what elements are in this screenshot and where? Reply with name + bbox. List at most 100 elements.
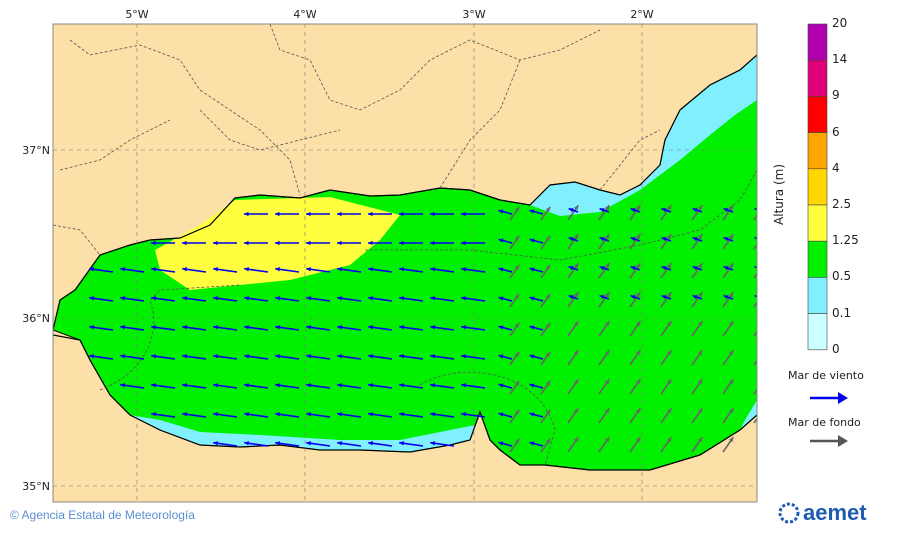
zone-0.1-0.5-north-east	[530, 55, 757, 216]
arrowhead	[666, 234, 672, 240]
arrowhead	[399, 354, 404, 359]
arrowhead	[306, 412, 311, 417]
arrowhead	[244, 441, 249, 446]
arrowhead	[337, 325, 342, 330]
arrowhead	[120, 383, 125, 388]
arrowhead	[723, 295, 729, 300]
arrowhead	[461, 412, 466, 417]
swell-arrow	[753, 330, 757, 337]
lon-tick: 3°W	[462, 8, 485, 21]
arrowhead	[697, 437, 703, 443]
arrowhead	[666, 292, 672, 298]
color-scale-segment	[807, 168, 828, 206]
color-scale-segment	[807, 204, 828, 242]
arrowhead	[461, 383, 466, 388]
arrowhead	[697, 263, 703, 269]
arrowhead	[568, 266, 574, 271]
arrowhead	[213, 296, 218, 301]
arrowhead	[545, 235, 551, 241]
arrowhead	[337, 211, 342, 217]
arrowhead	[399, 211, 404, 217]
arrowhead	[244, 240, 249, 246]
arrowhead	[573, 379, 579, 385]
arrowhead	[760, 379, 764, 384]
arrowhead	[760, 234, 764, 239]
lat-tick: 36°N	[22, 312, 50, 325]
arrowhead	[573, 292, 579, 298]
color-scale-label: 4	[832, 160, 840, 175]
arrowhead	[754, 237, 757, 241]
arrowhead	[337, 267, 342, 272]
arrowhead	[697, 379, 703, 385]
arrowhead	[182, 267, 187, 272]
arrowhead	[635, 292, 641, 298]
arrowhead	[692, 208, 698, 213]
arrowhead	[635, 350, 641, 356]
arrowhead	[692, 295, 698, 300]
swell-arrow	[753, 417, 757, 424]
arrowhead	[89, 354, 94, 359]
arrowhead	[306, 211, 311, 217]
arrowhead	[529, 325, 535, 330]
swell-label: Mar de fondo	[788, 416, 861, 429]
arrowhead	[430, 383, 435, 388]
arrowhead	[692, 266, 698, 271]
arrowhead	[529, 209, 535, 214]
arrowhead	[754, 266, 757, 270]
color-scale-segment	[807, 277, 828, 314]
arrowhead	[306, 267, 311, 272]
arrowhead	[368, 412, 373, 417]
swell-arrow	[753, 301, 757, 308]
color-scale-bar	[807, 23, 828, 351]
color-scale-segment	[807, 23, 828, 61]
color-scale-label: 6	[832, 124, 840, 139]
arrowhead	[498, 296, 504, 301]
arrowhead	[151, 240, 156, 246]
arrowhead	[430, 240, 435, 246]
color-scale-segment	[807, 313, 828, 351]
arrowhead	[213, 240, 218, 246]
arrowhead	[514, 293, 520, 299]
arrowhead	[337, 354, 342, 359]
arrowhead	[244, 296, 249, 301]
arrowhead	[306, 296, 311, 301]
arrowhead	[182, 412, 187, 417]
aemet-logo: aemet	[778, 500, 867, 526]
arrowhead	[529, 412, 535, 417]
arrowhead	[604, 437, 610, 443]
arrowhead	[306, 354, 311, 359]
arrowhead	[599, 237, 605, 242]
arrowhead	[514, 206, 520, 212]
arrowhead	[368, 325, 373, 330]
arrowhead	[151, 412, 156, 417]
arrowhead	[430, 441, 435, 446]
arrowhead	[545, 322, 551, 328]
arrowhead	[760, 292, 764, 297]
arrowhead	[244, 354, 249, 359]
arrowhead	[182, 383, 187, 388]
arrowhead	[514, 351, 520, 357]
arrowhead	[545, 264, 551, 270]
arrowhead	[244, 412, 249, 417]
arrowhead	[498, 325, 504, 330]
arrowhead	[666, 379, 672, 385]
arrowhead	[599, 266, 605, 271]
arrowhead	[120, 296, 125, 301]
arrowhead	[728, 321, 734, 327]
arrowhead	[399, 441, 404, 446]
arrowhead	[599, 295, 605, 300]
arrowhead	[182, 325, 187, 330]
arrowhead	[275, 412, 280, 417]
swell-arrowhead	[838, 435, 848, 447]
arrowhead	[498, 354, 504, 359]
arrowhead	[430, 325, 435, 330]
arrowhead	[498, 412, 504, 417]
arrowhead	[568, 208, 574, 213]
arrowhead	[514, 322, 520, 328]
arrowhead	[182, 296, 187, 301]
arrowhead	[182, 240, 187, 246]
arrowhead	[635, 321, 641, 327]
arrowhead	[604, 321, 610, 327]
arrowhead	[697, 408, 703, 414]
arrowhead	[666, 321, 672, 327]
